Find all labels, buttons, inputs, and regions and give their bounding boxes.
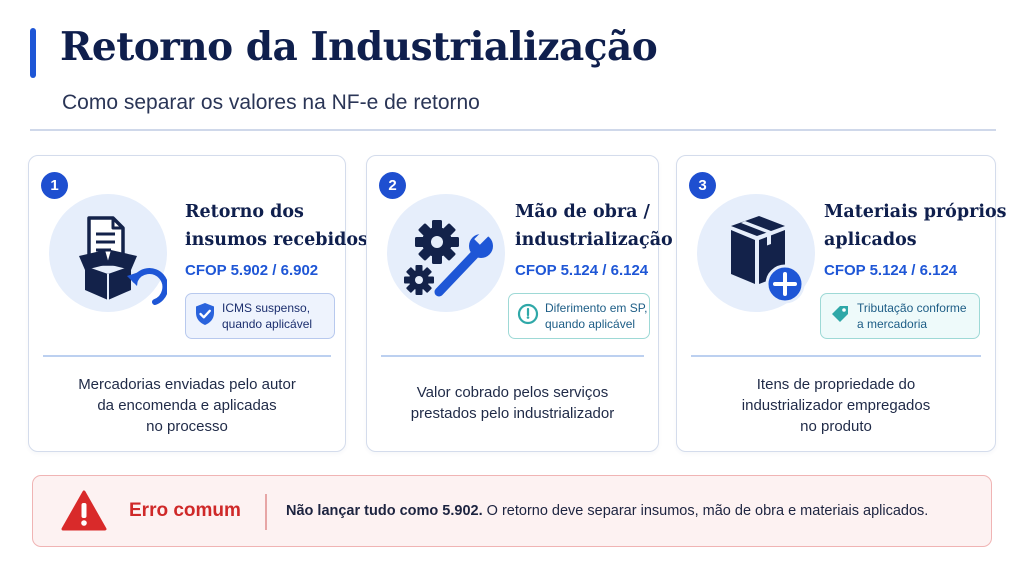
step-number-badge: 1: [41, 172, 68, 199]
step-number-badge: 3: [689, 172, 716, 199]
card-title: Retorno dos insumos recebidos: [185, 202, 368, 250]
shield-check-icon: [194, 302, 216, 331]
page-subtitle: Como separar os valores na NF-e de retor…: [62, 91, 480, 114]
clock-icon: [517, 303, 539, 330]
title-accent-bar: [30, 28, 36, 78]
common-error-banner: Erro comum Não lançar tudo como 5.902. O…: [32, 475, 992, 547]
tax-badge: Tributação conforme a mercadoria: [820, 293, 980, 339]
box-document-return-icon: [49, 194, 167, 312]
tax-badge: Diferimento em SP, quando aplicável: [508, 293, 650, 339]
card-materiais: 3 Materiais próprios aplicados CFOP 5.12…: [676, 155, 1007, 452]
card-mao-de-obra: 2: [366, 155, 673, 452]
warning-label: Erro comum: [129, 500, 241, 521]
warning-divider: [265, 494, 267, 530]
gears-wrench-icon: [387, 194, 505, 312]
card-description: Mercadorias enviadas pelo autor da encom…: [78, 376, 296, 435]
card-description: Valor cobrado pelos serviços prestados p…: [410, 384, 615, 422]
card-title: Materiais próprios aplicados: [824, 202, 1007, 250]
box-plus-icon: [697, 194, 815, 312]
warning-text: Não lançar tudo como 5.902. O retorno de…: [286, 503, 929, 519]
cfop-code: CFOP 5.902 / 6.902: [185, 262, 319, 279]
tax-badge: ICMS suspenso, quando aplicável: [185, 293, 335, 339]
warning-triangle-icon: [61, 490, 107, 537]
cfop-code: CFOP 5.124 / 6.124: [824, 262, 958, 279]
step-number-badge: 2: [379, 172, 406, 199]
card-insumos: 1 Retorno dos insumos recebidos CFOP 5.9…: [28, 155, 368, 452]
card-divider: [43, 355, 331, 357]
card-divider: [381, 355, 644, 357]
page-title: Retorno da Industrialização: [60, 24, 658, 70]
card-title: Mão de obra / industrialização: [515, 202, 673, 250]
card-description: Itens de propriedade do industrializador…: [741, 376, 931, 435]
tag-icon: [829, 303, 851, 330]
cfop-code: CFOP 5.124 / 6.124: [515, 262, 649, 279]
header-divider: [30, 129, 996, 131]
card-divider: [691, 355, 981, 357]
